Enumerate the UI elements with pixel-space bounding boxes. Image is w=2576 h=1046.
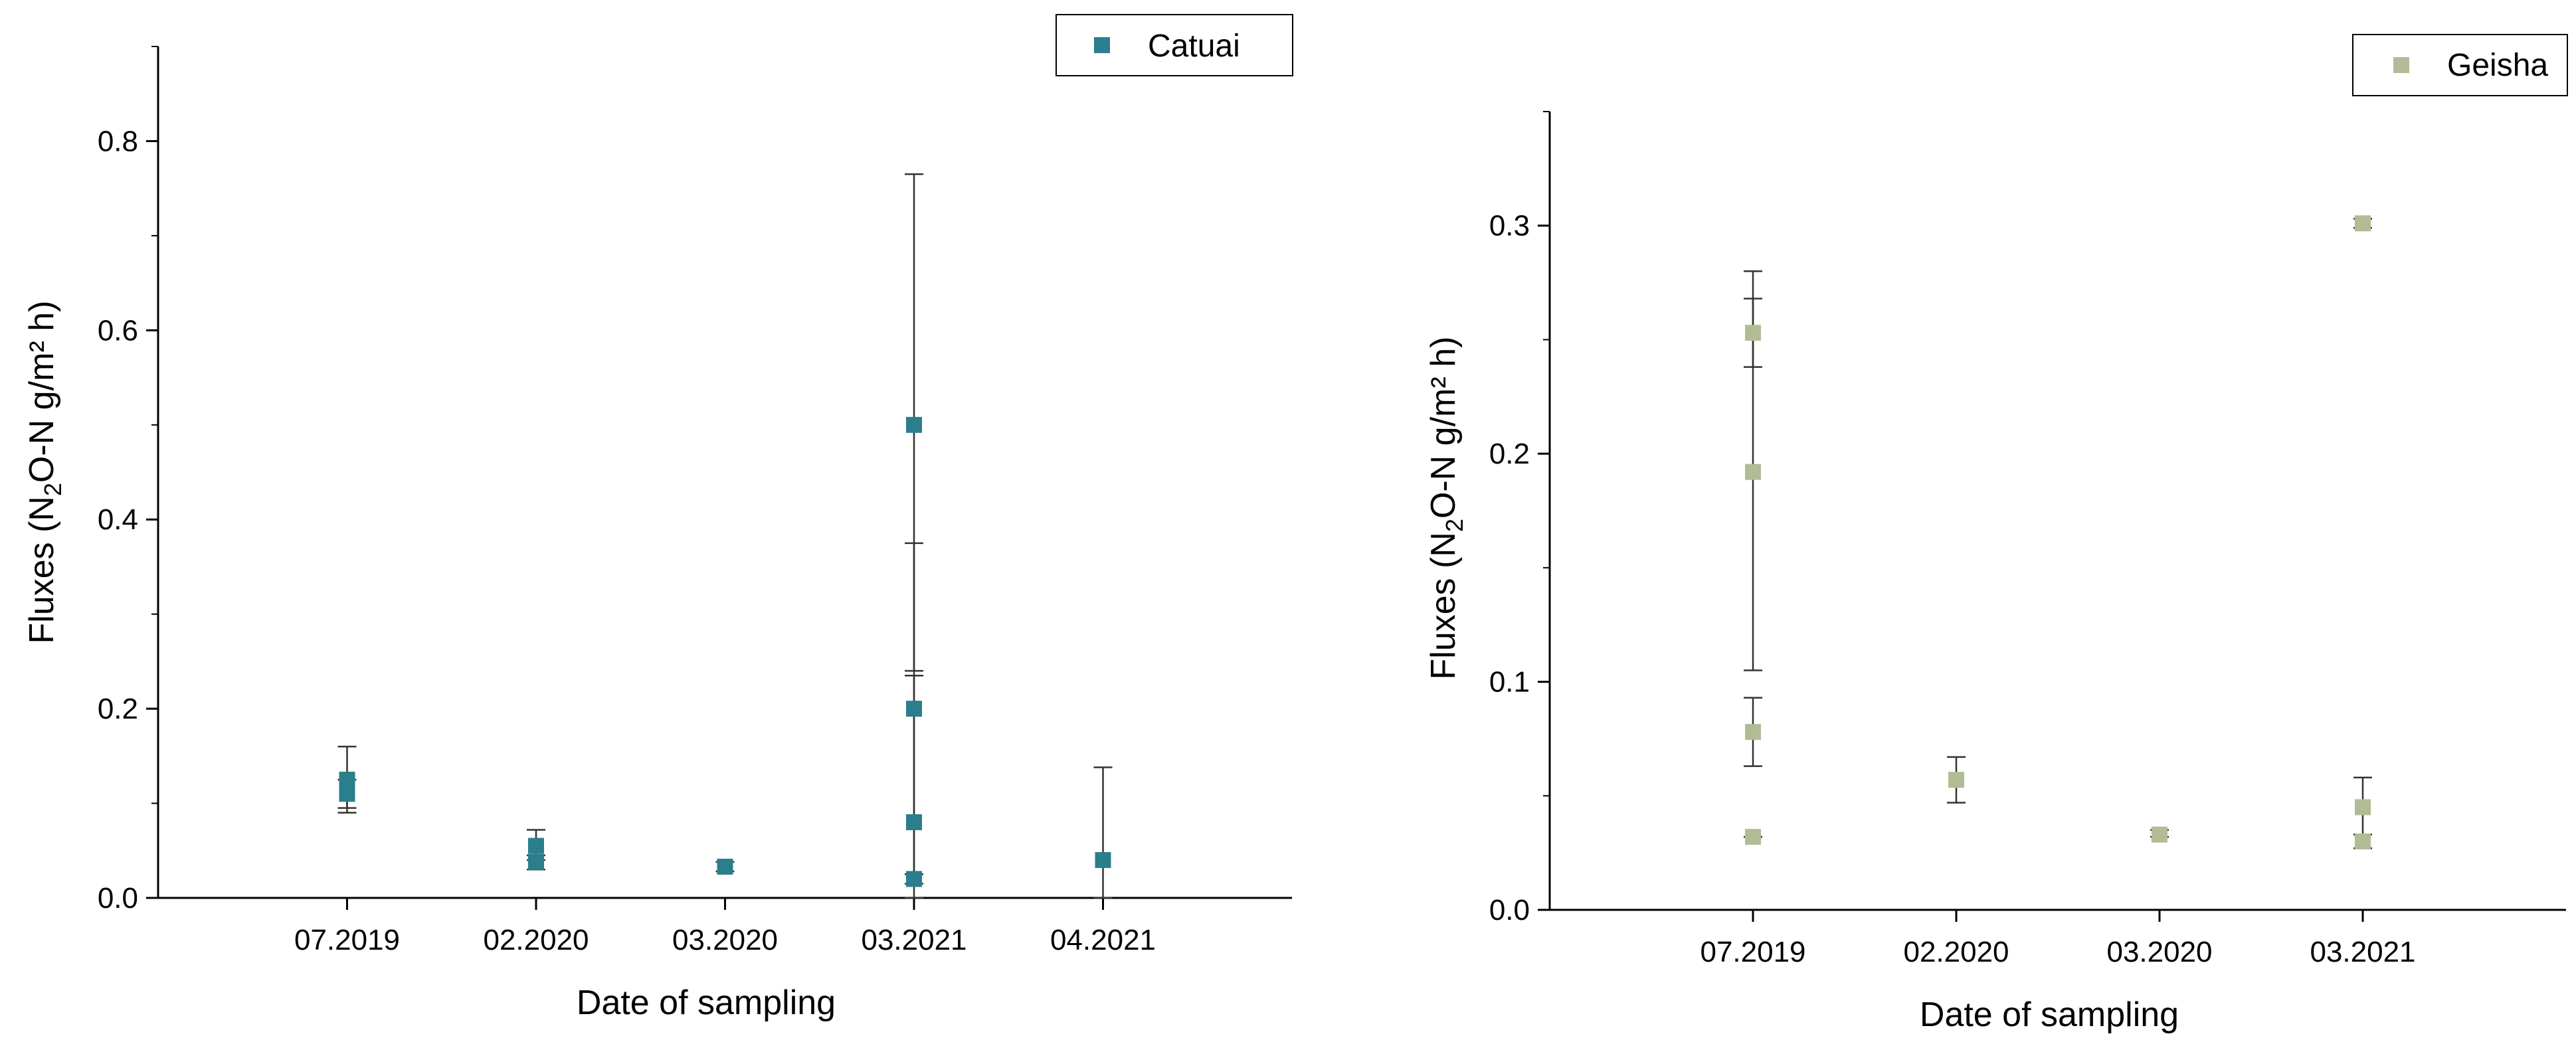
x-tick-label: 03.2021 xyxy=(2310,936,2415,968)
y-axis-title: Fluxes (N2O-N g/m² h) xyxy=(1424,337,1468,680)
y-tick-label: 0.0 xyxy=(1489,894,1530,926)
data-point xyxy=(906,701,922,717)
x-tick-label: 03.2021 xyxy=(861,924,966,956)
data-point xyxy=(717,858,733,875)
data-point xyxy=(2152,826,2167,843)
legend-label: Catuai xyxy=(1148,29,1240,64)
legend-label: Geisha xyxy=(2447,48,2548,83)
y-axis-title: Fluxes (N2O-N g/m² h) xyxy=(23,301,66,644)
x-axis-title: Date of sampling xyxy=(1920,996,2179,1034)
data-point xyxy=(1745,829,1761,845)
y-tick-label: 0.3 xyxy=(1489,210,1530,242)
data-point xyxy=(2355,833,2371,849)
x-tick-label: 07.2019 xyxy=(294,924,400,956)
legend-marker xyxy=(1094,37,1110,53)
y-tick-label: 0.6 xyxy=(98,314,138,347)
legend-marker xyxy=(2393,57,2409,73)
catuai-chart: 0.0 0.2 0.4 0.6 0.8 07.2019 02.2020 03.2020 03.… xyxy=(23,14,1293,1022)
data-point xyxy=(528,853,544,870)
y-tick-label: 0.2 xyxy=(1489,438,1530,470)
x-tick-label: 02.2020 xyxy=(1903,936,2009,968)
geisha-chart: 0.0 0.1 0.2 0.3 07.2019 02.2020 03.2020 03.202… xyxy=(1424,34,2568,1034)
x-tick-label: 03.2020 xyxy=(672,924,778,956)
data-point xyxy=(2355,215,2371,232)
data-point xyxy=(528,837,544,854)
data-point xyxy=(906,416,922,433)
data-point xyxy=(906,814,922,831)
data-point xyxy=(2355,799,2371,816)
data-point xyxy=(906,871,922,887)
x-tick-label: 04.2021 xyxy=(1050,924,1156,956)
y-tick-label: 0.0 xyxy=(98,882,138,915)
data-point xyxy=(339,771,355,788)
data-point xyxy=(1745,724,1761,741)
x-axis-title: Date of sampling xyxy=(577,984,836,1022)
y-tick-label: 0.8 xyxy=(98,125,138,157)
legend: Geisha xyxy=(2352,34,2568,96)
data-point xyxy=(1745,464,1761,480)
y-tick-label: 0.2 xyxy=(98,693,138,725)
legend: Catuai xyxy=(1056,14,1293,76)
x-tick-label: 03.2020 xyxy=(2106,936,2212,968)
legend-box xyxy=(2352,34,2568,96)
x-tick-label: 02.2020 xyxy=(483,924,589,956)
data-point xyxy=(1095,852,1111,869)
data-point xyxy=(1745,325,1761,341)
y-tick-label: 0.4 xyxy=(98,503,138,536)
y-tick-label: 0.1 xyxy=(1489,666,1530,699)
x-tick-label: 07.2019 xyxy=(1700,936,1805,968)
data-point xyxy=(1948,772,1964,788)
data-point xyxy=(339,786,355,802)
